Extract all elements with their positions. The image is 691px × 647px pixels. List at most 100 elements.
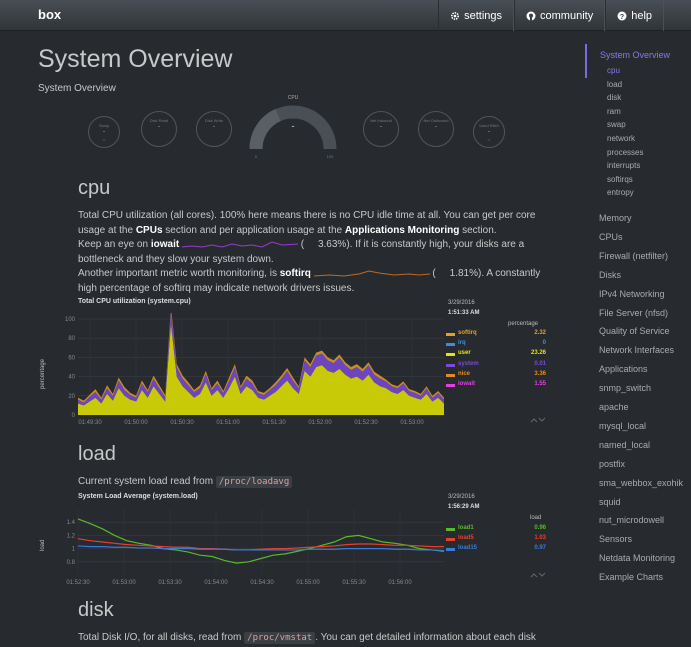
- y-tick-label: 100: [65, 317, 76, 323]
- disk-read-gauge[interactable]: Disk Read -: [141, 111, 177, 147]
- proc-vmstat-code: /proc/vmstat: [244, 632, 316, 644]
- sidebar-subitem-disk[interactable]: disk: [607, 93, 622, 103]
- cpu-legend-unit: percentage: [508, 321, 539, 327]
- sidebar-subitem-load[interactable]: load: [607, 79, 623, 89]
- sidebar-subitem-cpu[interactable]: cpu: [607, 66, 620, 75]
- cpu-chart[interactable]: 100 80 60 40 20 001:49:30 01:50:00 01:50:30 01:5…: [56, 313, 448, 429]
- settings-link[interactable]: settings: [438, 0, 515, 31]
- legend-item-nice[interactable]: nice 3.36: [446, 371, 546, 380]
- community-link[interactable]: community: [514, 0, 606, 31]
- y-tick-label: 40: [68, 375, 75, 381]
- disk-write-gauge[interactable]: Disk Write -: [196, 111, 232, 147]
- iowait-term: iowait: [150, 239, 180, 250]
- disk-desc-text: . You can get detailed information about…: [315, 632, 536, 643]
- gauge-label: Disk Write: [204, 118, 224, 123]
- legend-name: load15: [458, 545, 478, 552]
- sidebar-subitem-ram[interactable]: ram: [607, 106, 621, 116]
- legend-item-load5[interactable]: load5 1.03: [446, 535, 546, 544]
- cpu-description: Total CPU utilization (all cores). 100% …: [78, 210, 541, 294]
- sidebar-item-snmp-switch[interactable]: snmp_switch: [599, 383, 652, 394]
- sidebar-subitem-interrupts[interactable]: interrupts: [607, 161, 641, 171]
- y-tick-label: 0: [72, 413, 76, 419]
- net-outbound-gauge[interactable]: Net Outbound -: [418, 111, 454, 147]
- legend-name: softirq: [458, 330, 477, 336]
- sidebar-item-mysql-local[interactable]: mysql_local: [599, 420, 647, 431]
- series-line-load5: [77, 538, 444, 551]
- gauge-label: Swap: [98, 123, 109, 128]
- load-description: Current system load read from /proc/load…: [78, 475, 548, 490]
- sidebar-item-apache[interactable]: apache: [599, 402, 629, 412]
- sidebar-item-memory[interactable]: Memory: [599, 213, 632, 223]
- sidebar-item-nut-microdowell[interactable]: nut_microdowell: [599, 515, 665, 526]
- legend-swatch: [446, 353, 455, 357]
- cpu-desc-text: Keep an eye on: [78, 239, 151, 250]
- ram-gauge[interactable]: Used RAM - %: [473, 116, 505, 148]
- softirq-value: 1.81%: [449, 268, 478, 279]
- legend-name: nice: [458, 370, 471, 377]
- sidebar-item-postfix[interactable]: postfix: [599, 458, 626, 469]
- sidebar-item-quality-of-service[interactable]: Quality of Service: [599, 326, 670, 337]
- gear-icon: [451, 11, 460, 20]
- legend-item-load1[interactable]: load1 0.96: [446, 525, 546, 534]
- sidebar-item-example-charts[interactable]: Example Charts: [599, 572, 664, 583]
- legend-value: 0.01: [534, 360, 546, 367]
- sidebar-item-ipv4-networking[interactable]: IPv4 Networking: [599, 288, 665, 299]
- cpu-gauge[interactable]: CPU - 0 100: [248, 91, 338, 161]
- cpu-chart-ylabel: percentage: [40, 358, 46, 389]
- sidebar-item-network-interfaces[interactable]: Network Interfaces: [599, 345, 675, 356]
- gauge-value: -: [103, 129, 105, 135]
- legend-item-iowait[interactable]: iowait 1.55: [446, 381, 546, 390]
- disk-desc-text: Total Disk I/O, for all disks, read from: [78, 632, 245, 643]
- cpu-chart-title: Total CPU utilization (system.cpu): [78, 298, 191, 305]
- help-link[interactable]: ? help: [605, 0, 664, 31]
- load-chart-ylabel: load: [40, 539, 46, 551]
- legend-item-irq[interactable]: irq 0: [446, 340, 546, 349]
- gauge-unit: %: [487, 138, 491, 142]
- legend-item-softirq[interactable]: softirq 2.32: [446, 330, 546, 339]
- svg-text:?: ?: [620, 13, 624, 20]
- sidebar-subitem-entropy[interactable]: entropy: [607, 188, 634, 198]
- gauge-unit: %: [102, 138, 106, 142]
- x-tick-label: 01:53:30: [158, 580, 182, 586]
- legend-item-load15[interactable]: load15 0.97: [446, 545, 546, 554]
- x-tick-label: 01:53:00: [400, 420, 424, 426]
- iowait-sparkline[interactable]: [181, 239, 298, 249]
- sidebar-item-cpus[interactable]: CPUs: [599, 231, 623, 242]
- load-chart-resize-icon[interactable]: [530, 572, 546, 578]
- cpu-gauge-label: CPU: [288, 95, 299, 101]
- load-chart[interactable]: 1.4 1.2 1 0.8 01:52:30 01:53:00 01:53:30 01:54:…: [56, 505, 448, 587]
- sidebar-subitem-processes[interactable]: processes: [607, 147, 644, 157]
- sidebar-item-sensors[interactable]: Sensors: [599, 534, 633, 545]
- x-tick-label: 01:51:30: [262, 420, 286, 426]
- sidebar-item-system-overview[interactable]: System Overview: [600, 50, 671, 60]
- legend-name: system: [458, 360, 479, 367]
- sidebar-item-named-local[interactable]: named_local: [599, 439, 651, 450]
- sidebar-item-applications[interactable]: Applications: [599, 364, 648, 375]
- load-section-heading: load: [78, 443, 116, 465]
- legend-item-system[interactable]: system 0.01: [446, 361, 546, 370]
- sidebar-active-indicator: [585, 44, 587, 78]
- cpus-link[interactable]: CPUs: [135, 224, 163, 236]
- net-inbound-gauge[interactable]: Net Inbound -: [363, 111, 399, 147]
- x-tick-label: 01:49:30: [78, 420, 102, 426]
- sidebar-subitem-swap[interactable]: swap: [607, 120, 626, 130]
- sidebar-item-firewall-netfilter-[interactable]: Firewall (netfilter): [599, 250, 669, 261]
- sidebar-item-squid[interactable]: squid: [599, 496, 621, 507]
- sidebar-item-sma-webbox-exohik[interactable]: sma_webbox_exohik: [599, 477, 684, 488]
- applications-link[interactable]: Applications Monitoring: [344, 224, 460, 236]
- brand-logo[interactable]: box: [38, 7, 62, 22]
- sidebar-item-netdata-monitoring[interactable]: Netdata Monitoring: [599, 553, 676, 564]
- load-legend-unit: load: [530, 515, 542, 521]
- swap-gauge[interactable]: Swap - %: [88, 116, 120, 148]
- sidebar-subitem-softirqs[interactable]: softirqs: [607, 174, 633, 184]
- softirq-sparkline[interactable]: [313, 268, 430, 278]
- iowait-value: 3.63%: [317, 239, 347, 250]
- sidebar-item-disks[interactable]: Disks: [599, 269, 621, 280]
- sidebar-item-file-server-nfsd-[interactable]: File Server (nfsd): [599, 307, 669, 318]
- load-legend: load1 0.96 load5 1.03 load15 0.97: [446, 525, 546, 555]
- svg-text:100: 100: [327, 154, 334, 159]
- cpu-chart-resize-icon[interactable]: [530, 417, 546, 423]
- legend-item-user[interactable]: user 23.26: [446, 350, 546, 359]
- sidebar-subitem-network[interactable]: network: [607, 134, 636, 143]
- legend-name: irq: [458, 340, 466, 347]
